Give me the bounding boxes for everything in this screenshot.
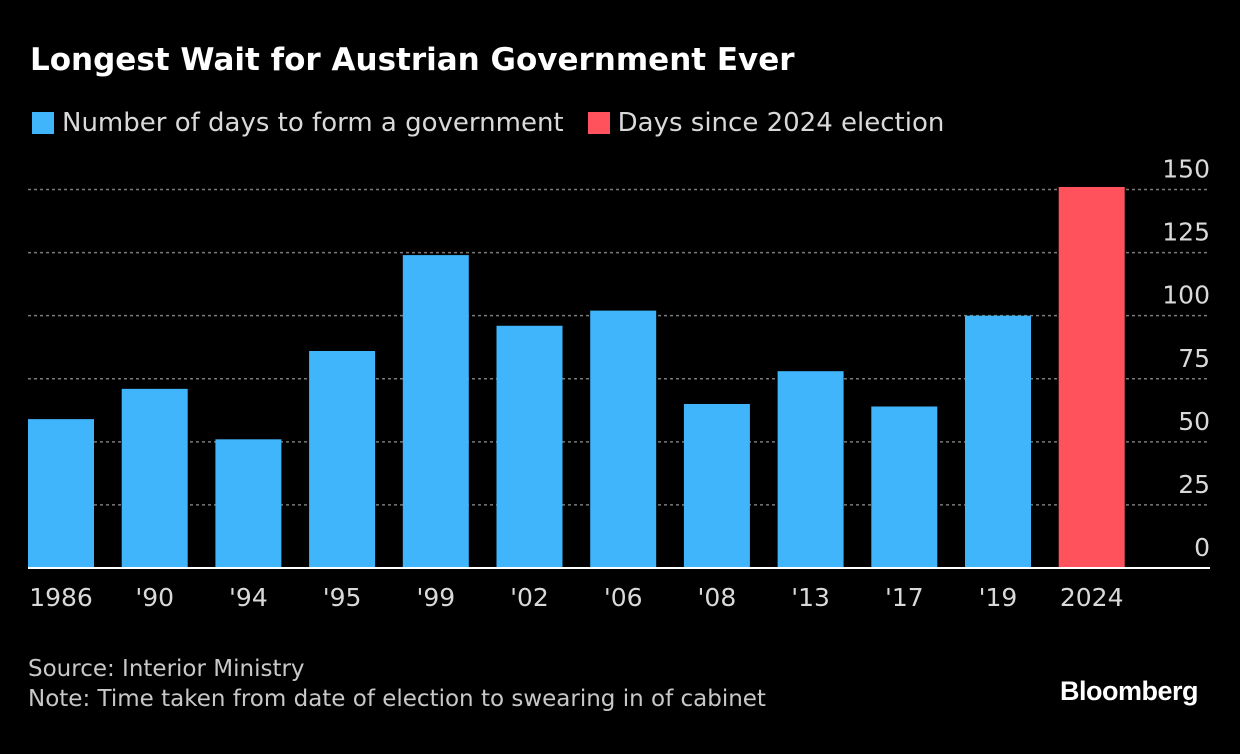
x-tick-label-0: 1986 [29,583,93,612]
x-tick-label-1: '90 [135,583,174,612]
legend-label-days-since-election: Days since 2024 election [617,108,945,138]
bar-days-to-form-7 [683,403,750,568]
legend-swatch-red [587,112,610,134]
x-tick-label-5: '02 [510,583,549,612]
bar-days-to-form-1 [121,388,188,568]
y-tick-label-0: 0 [1194,533,1210,562]
x-tick-label-6: '06 [604,583,643,612]
legend-swatch-blue [32,112,54,134]
x-tick-label-3: '95 [323,583,362,612]
x-tick-label-7: '08 [698,583,737,612]
y-tick-label-50: 50 [1178,407,1210,436]
x-tick-label-4: '99 [416,583,455,612]
x-tick-label-8: '13 [791,583,830,612]
bar-days-to-form-9 [871,406,938,568]
bar-days-to-form-4 [402,255,469,568]
bar-days-to-form-2 [215,439,282,568]
bar-chart: 0 25 50 75 100 125 150 1986 '90 '94 '95 '99 '02 '06 '0… [28,155,1210,612]
legend-item-days-to-form: Number of days to form a government [32,108,564,138]
footer: Source: Interior Ministry Note: Time tak… [28,654,766,714]
source-note: Source: Interior Ministry [28,656,305,682]
bar-days-since-election-11 [1058,186,1125,568]
y-tick-label-75: 75 [1178,344,1210,373]
y-tick-label-100: 100 [1162,281,1210,310]
legend-item-days-since-election: Days since 2024 election [587,108,945,138]
bloomberg-logo: Bloomberg [1060,676,1199,706]
bar-days-to-form-8 [777,371,844,568]
y-tick-label-150: 150 [1162,155,1210,184]
y-tick-label-125: 125 [1162,218,1210,247]
bar-days-to-form-0 [28,419,94,568]
chart-title: Longest Wait for Austrian Government Eve… [30,42,795,78]
x-tick-label-10: '19 [979,583,1018,612]
x-tick-label-9: '17 [885,583,924,612]
bar-days-to-form-3 [309,350,376,568]
footnote: Note: Time taken from date of election t… [28,686,766,712]
legend: Number of days to form a government Days… [32,108,968,138]
bar-days-to-form-10 [965,315,1031,568]
x-tick-label-2: '94 [229,583,268,612]
legend-label-days-to-form: Number of days to form a government [62,108,564,138]
y-tick-label-25: 25 [1178,470,1210,499]
x-tick-label-11: 2024 [1060,583,1124,612]
bar-days-to-form-6 [590,310,657,568]
bar-days-to-form-5 [496,325,563,568]
